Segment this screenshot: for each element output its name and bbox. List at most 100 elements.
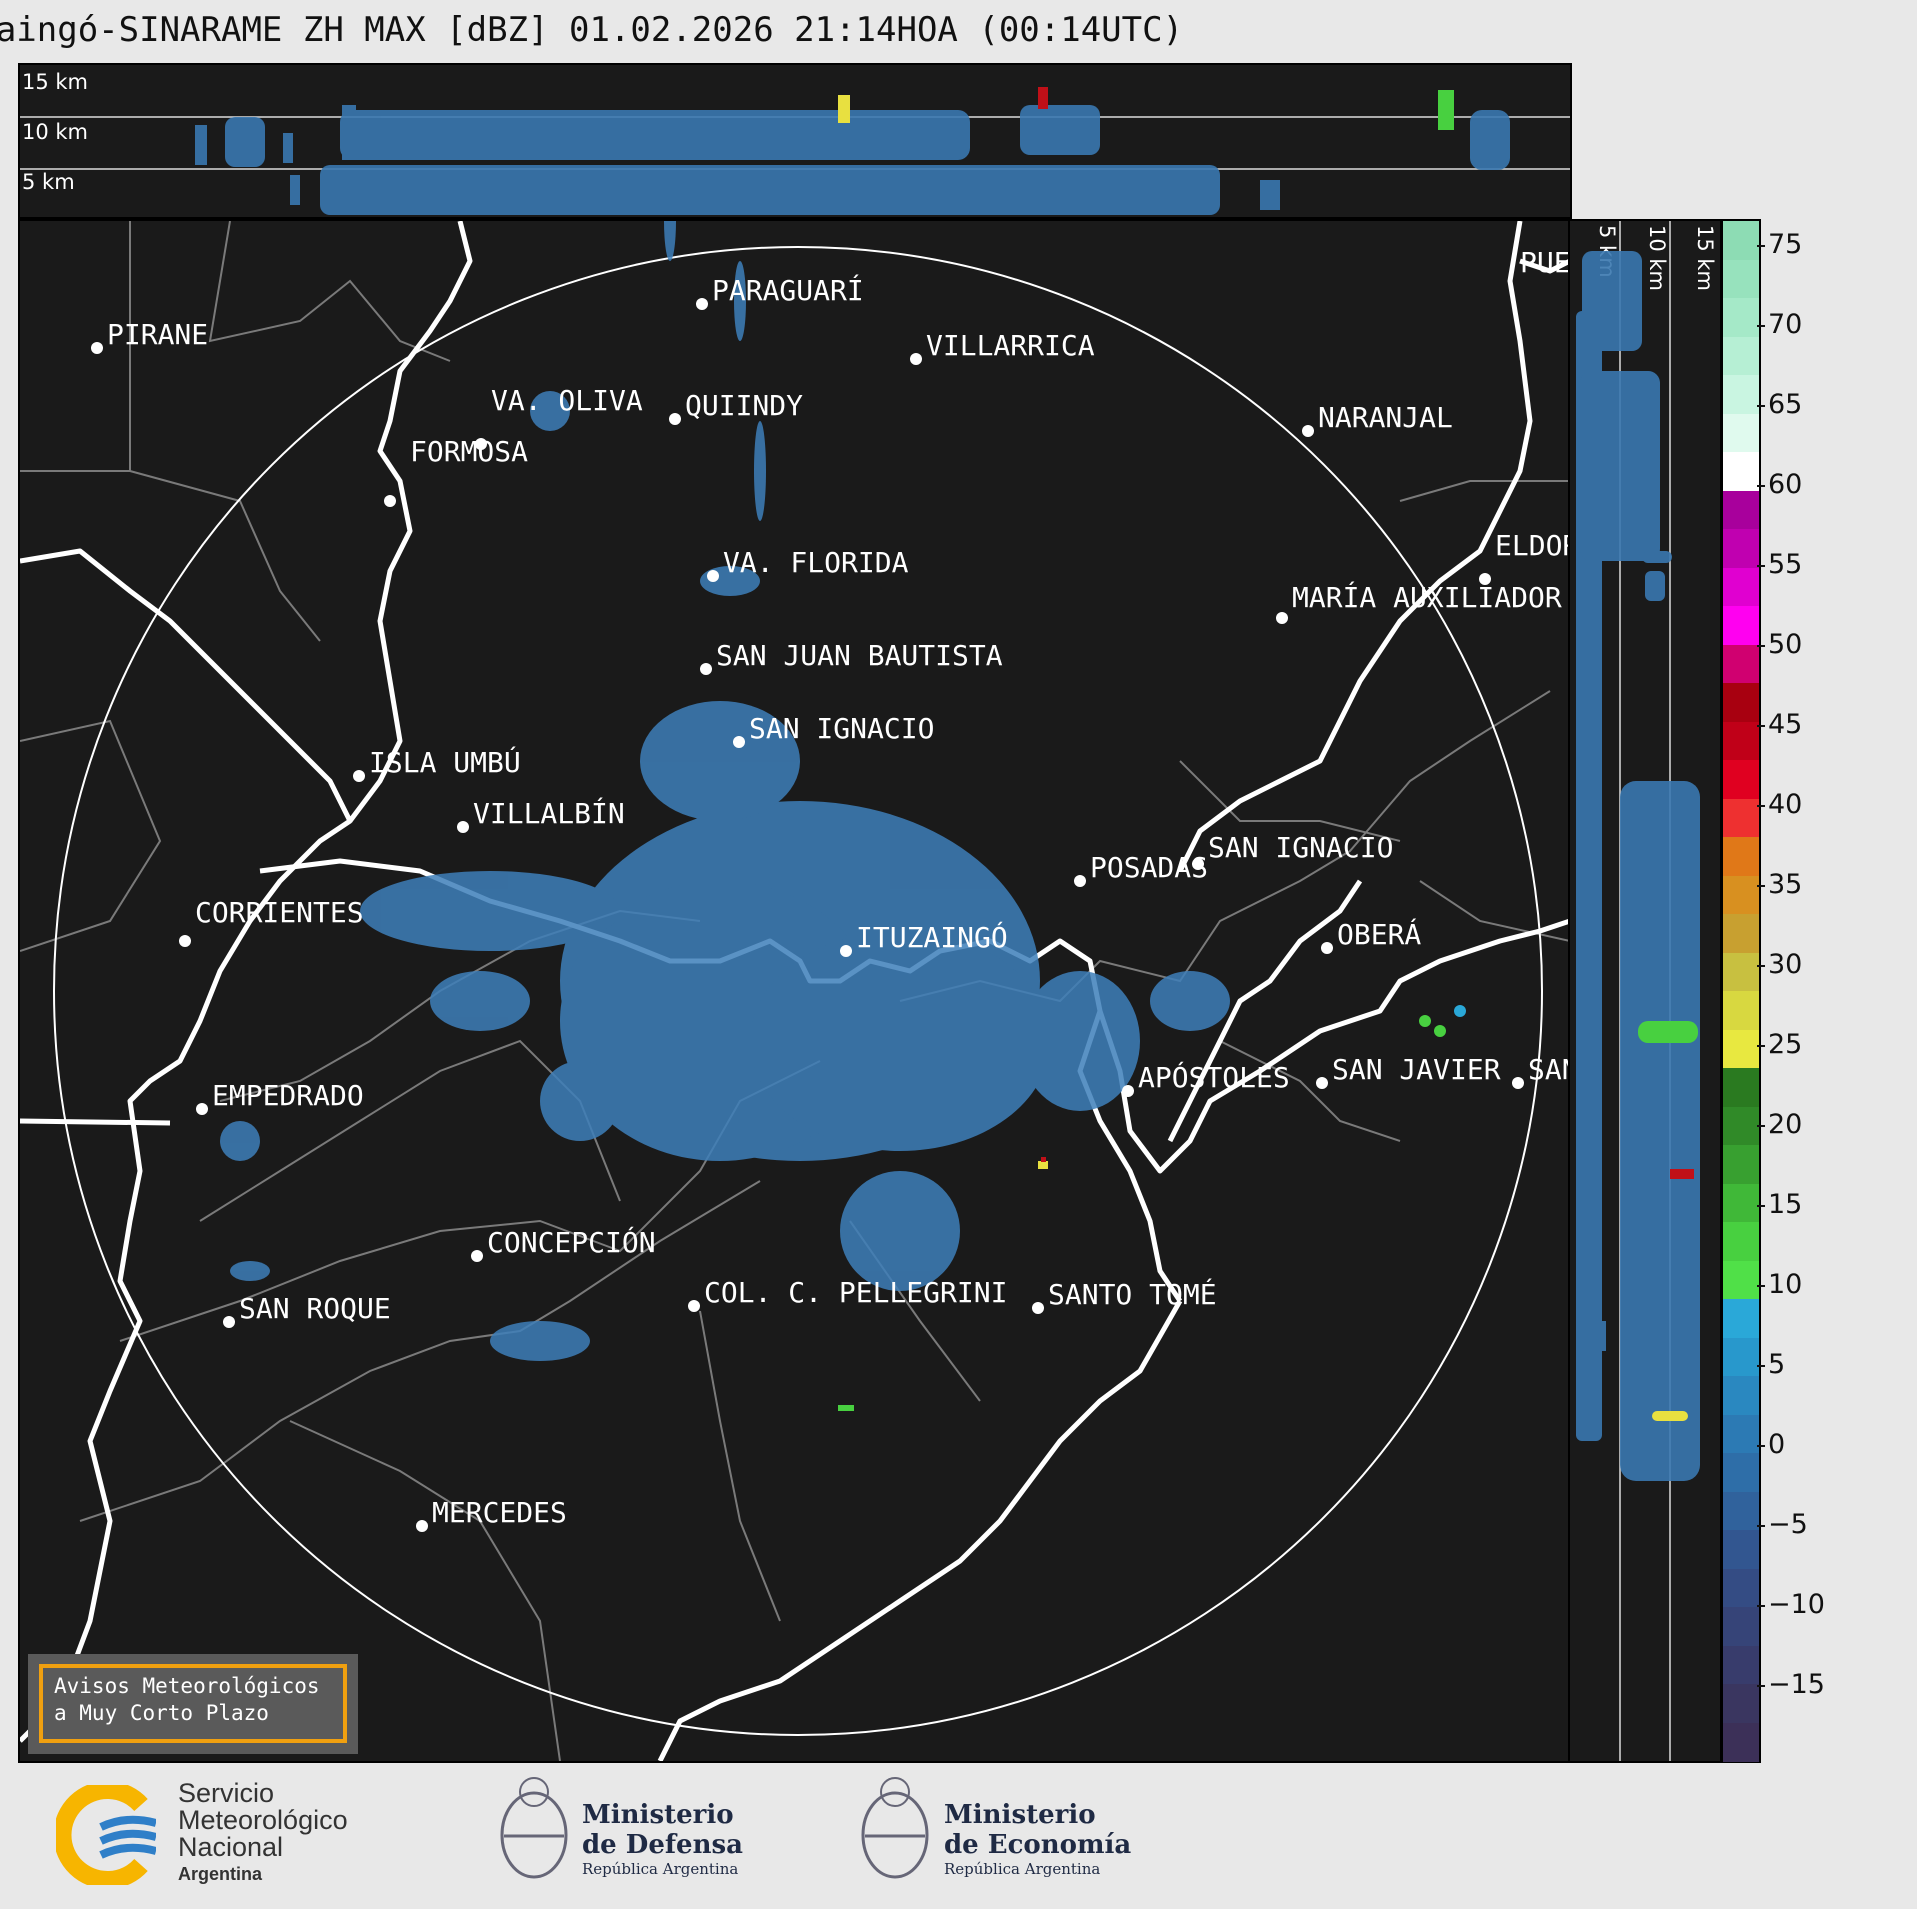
colorbar-tick-mark [1757,565,1765,567]
colorbar-band [1723,1376,1759,1415]
side-height-label-15: 15 km [1693,225,1717,291]
side-height-label-10: 10 km [1645,225,1669,291]
smn-logo-text: Servicio Meteorológico Nacional Argentin… [178,1780,348,1888]
city-label: VA. OLIVA [491,384,643,417]
colorbar-tick-label: 10 [1768,1269,1803,1300]
city-dot [223,1316,235,1328]
radar-map-panel: PARAGUARÍ VILLARRICA PIRANE QUIINDY VA. OLIV… [18,219,1572,1763]
economia-line2: de Economía [944,1830,1132,1860]
colorbar-tick-label: 45 [1768,709,1803,740]
city-dot [353,770,365,782]
colorbar-band [1723,1530,1759,1569]
colorbar-band [1723,298,1759,337]
colorbar-tick-label: 40 [1768,789,1803,820]
city-label: FORMOSA [410,435,528,468]
city-dot [1192,858,1204,870]
colorbar-band [1723,221,1759,260]
city-label: CORRIENTES [195,896,364,929]
city-label: SAN JUAN BAUTISTA [716,639,1003,672]
smn-logo [53,1781,158,1889]
colorbar-band [1723,1722,1759,1762]
side-echo-yellow [1652,1411,1688,1421]
city-dot [1276,612,1288,624]
colorbar-tick-mark [1757,645,1765,647]
colorbar-band [1723,1183,1759,1223]
colorbar-band [1723,1568,1759,1608]
colorbar-tick-label: −15 [1768,1669,1825,1700]
colorbar-tick-mark [1757,1205,1765,1207]
city-label: EMPEDRADO [212,1079,364,1112]
colorbar-tick-label: 50 [1768,629,1803,660]
colorbar-tick-mark [1757,1685,1765,1687]
colorbar-tick-label: 20 [1768,1109,1803,1140]
city-dot [696,298,708,310]
city-label: OBERÁ [1337,917,1421,951]
top-echo-high-2 [1038,87,1048,109]
city-label: APÓSTOLES [1138,1060,1290,1094]
top-height-label-5: 5 km [22,170,75,194]
city-label: MERCEDES [432,1496,567,1529]
city-dot [1321,942,1333,954]
city-label: SAN IGNACIO [749,712,934,745]
colorbar-band [1723,721,1759,761]
colorbar-band [1723,567,1759,607]
city-dot [196,1103,208,1115]
side-cross-section-plot: 5 km 10 km 15 km [1576,221,1717,1761]
city-label: NARANJAL [1318,401,1453,434]
colorbar-band [1723,259,1759,299]
colorbar-tick-mark [1757,1525,1765,1527]
city-dot [416,1520,428,1532]
city-dot [733,736,745,748]
colorbar-band [1723,837,1759,876]
city-label: COL. C. PELLEGRINI [704,1276,1007,1309]
colorbar-band [1723,1453,1759,1492]
map-title: Ituzaingó-SINARAME ZH MAX [dBZ] 01.02.20… [0,10,1184,50]
colorbar-tick-label: 75 [1768,229,1803,260]
defensa-line1: Ministerio [582,1800,734,1830]
colorbar-tick-label: −5 [1768,1509,1808,1540]
legend-line-2: a Muy Corto Plazo [54,1701,269,1725]
colorbar-tick-mark [1757,485,1765,487]
colorbar-tick-mark [1757,1605,1765,1607]
radar-map: PARAGUARÍ VILLARRICA PIRANE QUIINDY VA. OLIV… [20,221,1570,1761]
smn-line1: Servicio [178,1778,275,1808]
colorbar-band [1723,1645,1759,1685]
defensa-coat-of-arms-icon [494,1770,574,1899]
colorbar-band [1723,1299,1759,1338]
colorbar-tick-mark [1757,1285,1765,1287]
colorbar-tick-mark [1757,965,1765,967]
smn-line4: Argentina [178,1864,263,1884]
colorbar-band [1723,760,1759,799]
city-dot [669,413,681,425]
colorbar-band [1723,914,1759,953]
city-dot [700,663,712,675]
city-dot [1512,1077,1524,1089]
colorbar-tick-mark [1757,1365,1765,1367]
defensa-line3: República Argentina [582,1860,739,1878]
city-dot [384,495,396,507]
colorbar-band [1723,991,1759,1030]
colorbar-band [1723,875,1759,915]
city-dot [91,342,103,354]
city-dot [910,353,922,365]
economia-line1: Ministerio [944,1800,1096,1830]
radar-range-ring [53,246,1543,1736]
city-dot [707,570,719,582]
colorbar-tick-mark [1757,245,1765,247]
colorbar-tick-mark [1757,1045,1765,1047]
city-label: VA. FLORIDA [723,546,909,579]
colorbar-tick-mark [1757,805,1765,807]
colorbar-band [1723,1607,1759,1646]
city-label: SAN ROQUE [239,1292,391,1325]
side-cross-section-panel: 5 km 10 km 15 km [1568,219,1722,1763]
city-dot [471,1250,483,1262]
city-label: MARÍA AUXILIADOR [1292,580,1562,614]
colorbar-band [1723,490,1759,530]
colorbar-tick-mark [1757,725,1765,727]
city-label: QUIINDY [685,389,803,422]
colorbar-band [1723,644,1759,684]
colorbar-band [1723,375,1759,414]
city-dot [475,438,487,450]
colorbar-tick-label: 60 [1768,469,1803,500]
colorbar-tick-mark [1757,1445,1765,1447]
